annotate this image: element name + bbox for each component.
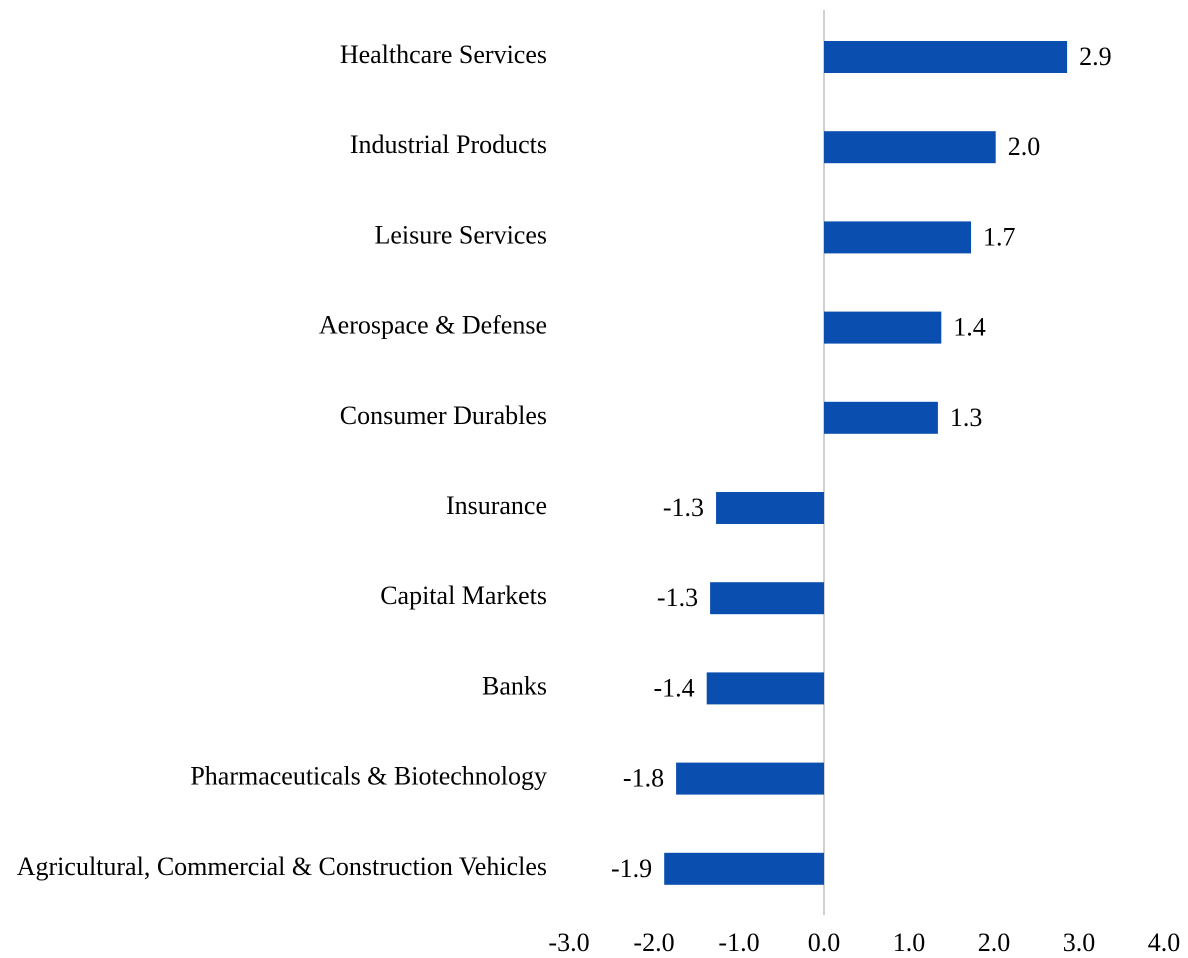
x-tick-label: -1.0 [718, 928, 759, 957]
data-label: -1.3 [657, 583, 698, 612]
data-label: -1.9 [611, 854, 652, 883]
data-label: 1.4 [953, 313, 986, 342]
data-label: -1.3 [663, 493, 704, 522]
x-tick-label: -2.0 [633, 928, 674, 957]
y-tick-label: Banks [482, 671, 547, 700]
bar [824, 131, 996, 164]
y-tick-label: Agricultural, Commercial & Construction … [17, 852, 547, 881]
bar [824, 311, 942, 344]
data-label: -1.4 [654, 673, 695, 702]
data-label: -1.8 [623, 764, 664, 793]
x-tick-label: 4.0 [1148, 928, 1181, 957]
x-tick-label: 2.0 [978, 928, 1011, 957]
bar [824, 401, 938, 434]
x-tick-label: 0.0 [808, 928, 841, 957]
y-tick-label: Industrial Products [350, 130, 547, 159]
bar [710, 582, 824, 615]
bar [824, 41, 1068, 73]
bar [664, 852, 824, 885]
data-label: 1.7 [983, 222, 1016, 251]
bar [716, 492, 824, 524]
bar [676, 762, 824, 795]
x-tick-label: -3.0 [548, 928, 589, 957]
data-label: 2.9 [1079, 42, 1112, 71]
bar [824, 221, 972, 254]
x-tick-label: 3.0 [1063, 928, 1096, 957]
y-tick-label: Leisure Services [374, 220, 547, 249]
x-tick-label: 1.0 [893, 928, 926, 957]
data-label: 1.3 [950, 403, 983, 432]
y-tick-label: Consumer Durables [340, 401, 547, 430]
y-tick-label: Pharmaceuticals & Biotechnology [190, 762, 547, 791]
y-tick-label: Capital Markets [380, 581, 547, 610]
y-tick-label: Aerospace & Defense [319, 311, 547, 340]
data-label: 2.0 [1008, 132, 1040, 161]
y-tick-label: Healthcare Services [340, 40, 547, 69]
bar [706, 672, 824, 705]
y-tick-label: Insurance [446, 491, 547, 520]
